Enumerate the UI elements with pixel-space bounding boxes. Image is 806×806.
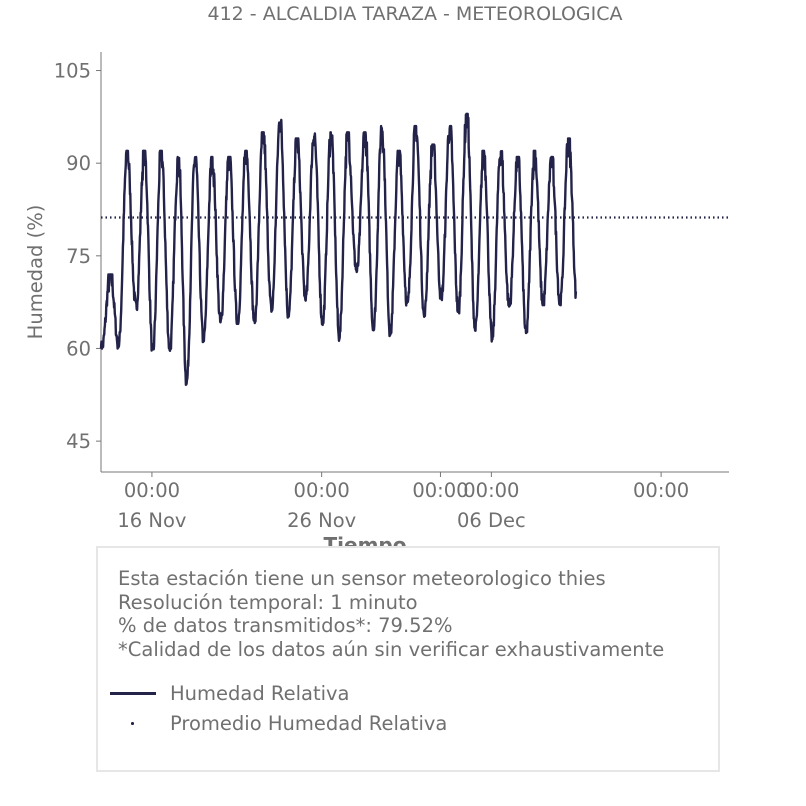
station-info: Esta estación tiene un sensor meteorolog…	[118, 567, 664, 661]
y-axis-label: Humedad (%)	[24, 205, 47, 340]
humidity-series-line	[99, 112, 578, 386]
info-line-transmitted: % de datos transmitidos*: 79.52%	[118, 614, 453, 637]
legend-item-average: Promedio Humedad Relativa	[110, 709, 447, 737]
info-line-resolution: Resolución temporal: 1 minuto	[118, 590, 418, 614]
y-tick-label: 45	[66, 430, 91, 453]
x-tick-label: 00:00	[463, 479, 519, 502]
x-tick-label: 00:00	[124, 479, 180, 502]
x-tick-date-label: 26 Nov	[287, 509, 356, 532]
y-tick-label: 60	[66, 337, 91, 360]
legend-label-average: Promedio Humedad Relativa	[170, 711, 448, 735]
x-tick-date-label: 16 Nov	[117, 509, 186, 532]
x-tick-date-label: 06 Dec	[457, 509, 526, 532]
info-line-sensor: Esta estación tiene un sensor meteorolog…	[118, 567, 606, 590]
legend-swatch-dotted-line	[110, 713, 156, 733]
legend-swatch-solid-line	[110, 683, 156, 703]
y-tick-label: 75	[66, 245, 91, 268]
chart-title: 412 - ALCALDIA TARAZA - METEOROLOGICA	[207, 3, 623, 25]
x-tick-label: 00:00	[633, 479, 689, 502]
legend-item-humidity: Humedad Relativa	[110, 679, 350, 707]
info-legend-box: Esta estación tiene un sensor meteorolog…	[96, 546, 720, 772]
y-tick-label: 105	[54, 60, 91, 83]
y-tick-label: 90	[66, 152, 91, 175]
humidity-chart: 45 60 75 90 105 Humedad (%) 00:00 16 Nov 00:00 26…	[24, 52, 729, 557]
x-tick-label: 00:00	[412, 479, 468, 502]
info-line-quality-note: *Calidad de los datos aún sin verificar …	[118, 637, 665, 661]
x-tick-label: 00:00	[294, 479, 350, 502]
legend-label-humidity: Humedad Relativa	[170, 681, 350, 705]
